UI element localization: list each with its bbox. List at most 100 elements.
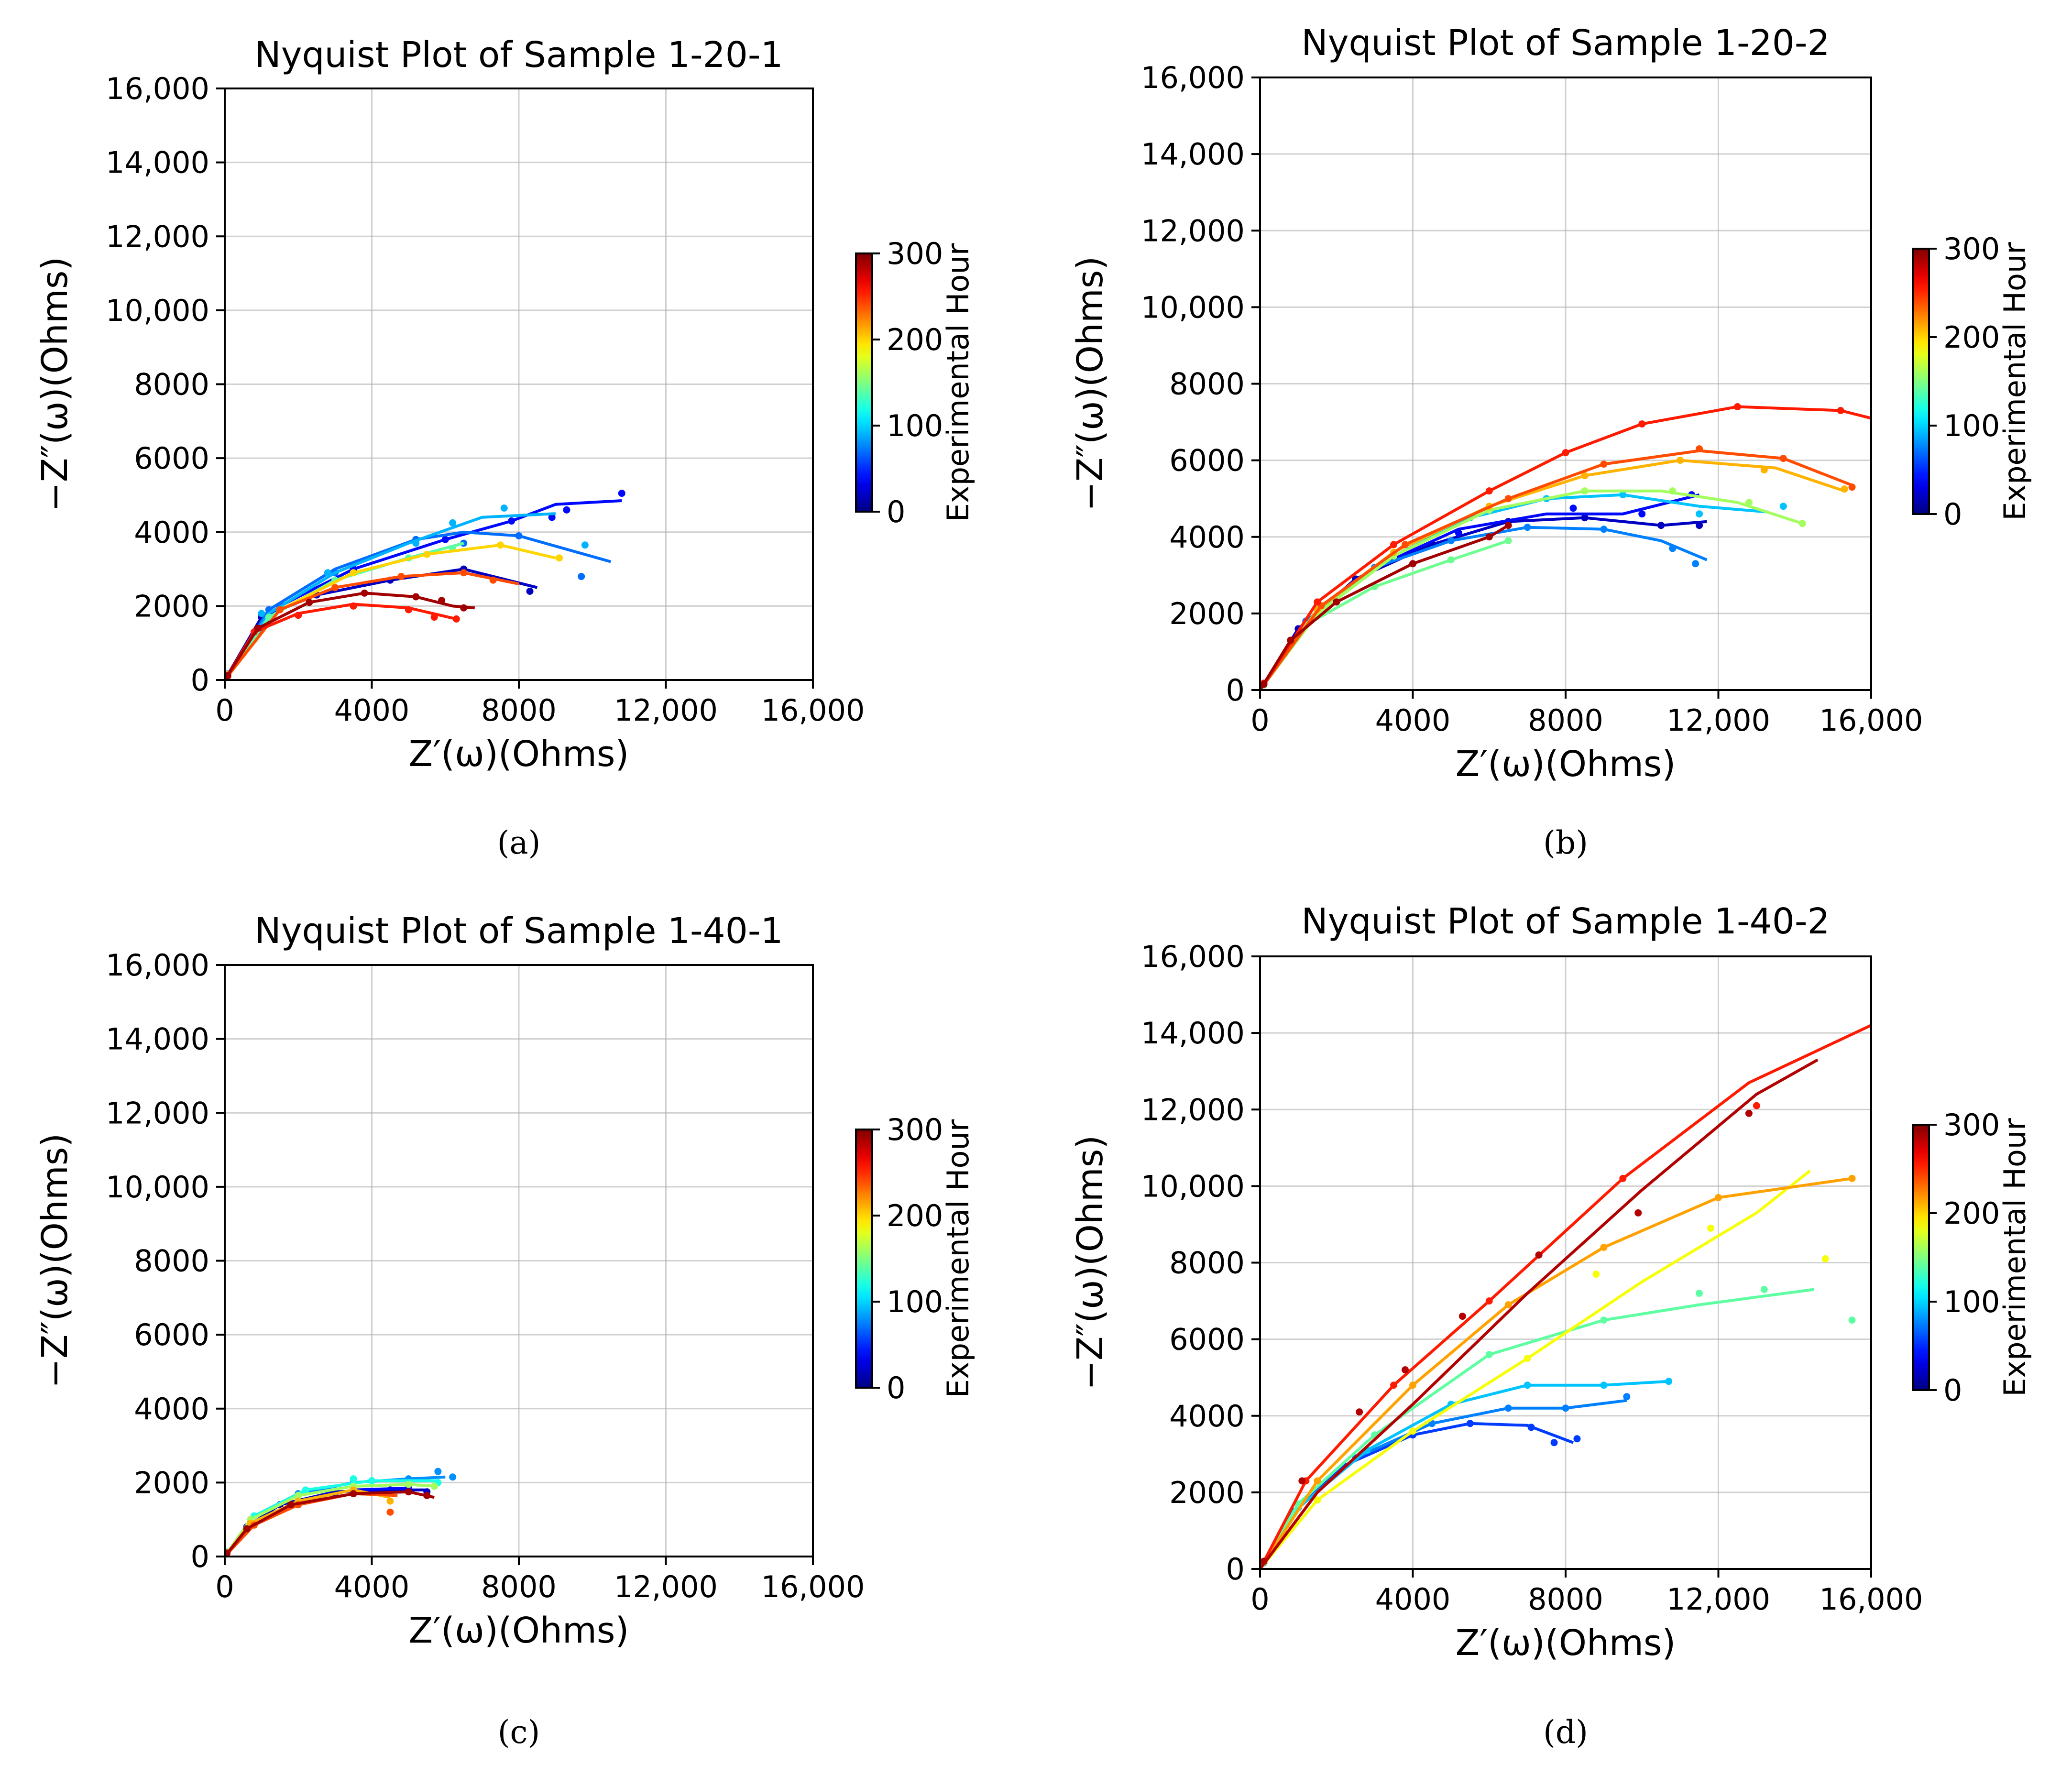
data-point	[489, 576, 497, 584]
data-point	[1841, 485, 1848, 493]
y-tick-label: 8000	[1169, 1246, 1245, 1281]
y-tick-label: 4000	[1169, 1399, 1245, 1434]
y-tick-label: 2000	[134, 1465, 209, 1500]
data-point	[1402, 1366, 1409, 1374]
data-point	[295, 612, 302, 619]
y-tick-label: 4000	[134, 1392, 209, 1426]
x-tick-label: 12,000	[614, 1569, 718, 1604]
data-point	[1390, 541, 1398, 548]
series-fit-line	[1260, 459, 1845, 690]
colorbar	[1912, 1124, 1930, 1391]
colorbar-tick-label: 100	[1943, 408, 2000, 443]
colorbar-tick-label: 100	[887, 408, 943, 443]
data-point	[1848, 1174, 1856, 1182]
data-point	[1402, 541, 1409, 548]
data-point	[1696, 510, 1703, 518]
series-fit-line	[225, 512, 556, 680]
data-point	[1733, 403, 1741, 411]
y-tick-label: 14,000	[1141, 1016, 1245, 1051]
y-tick-label: 10,000	[1141, 290, 1245, 325]
data-point	[1600, 1243, 1608, 1251]
x-tick-label: 0	[215, 693, 234, 728]
data-point	[1696, 522, 1703, 529]
data-point	[258, 610, 265, 617]
data-point	[1409, 1381, 1416, 1389]
colorbar	[855, 1129, 873, 1389]
data-point	[1837, 407, 1844, 415]
y-tick-label: 10,000	[106, 1170, 209, 1205]
data-point	[423, 550, 431, 558]
data-point	[412, 539, 420, 547]
x-tick-label: 0	[215, 1569, 234, 1604]
chart-title: Nyquist Plot of Sample 1-40-1	[254, 910, 783, 952]
data-point	[1745, 1109, 1753, 1117]
data-point	[1314, 598, 1321, 606]
data-point	[581, 541, 589, 549]
series-fit-line	[1260, 1169, 1811, 1569]
colorbar-tick-label: 200	[887, 1198, 943, 1233]
series-group	[225, 490, 625, 680]
data-point	[254, 625, 262, 632]
data-point	[386, 1508, 394, 1516]
data-point	[1527, 1424, 1535, 1431]
data-point	[1550, 1439, 1558, 1447]
colorbar-tick-label: 100	[1943, 1284, 2000, 1319]
series-fit-line	[225, 499, 622, 680]
data-point	[1504, 1301, 1512, 1309]
panel-a: 0 4000 8000 12,000 16,0000200040006000800010…	[34, 34, 976, 861]
y-tick-label: 8000	[1169, 367, 1245, 402]
data-point	[243, 1525, 251, 1533]
data-point	[430, 1482, 438, 1490]
data-point	[1458, 1313, 1466, 1320]
data-point	[1573, 1435, 1581, 1443]
data-point	[526, 587, 534, 595]
data-point	[1581, 487, 1589, 495]
data-point	[1696, 1290, 1703, 1297]
data-point	[1314, 1477, 1321, 1485]
colorbar-tick-label: 200	[1943, 1196, 2000, 1231]
data-point	[1692, 560, 1699, 568]
data-point	[1524, 1381, 1531, 1389]
data-point	[368, 1477, 375, 1485]
data-point	[1447, 537, 1455, 545]
panel-label: (d)	[1543, 1714, 1588, 1751]
data-point	[1669, 487, 1677, 495]
data-point	[405, 1480, 412, 1488]
data-point	[1485, 1297, 1493, 1305]
series-fit-line	[225, 1490, 435, 1557]
data-point	[1619, 1174, 1627, 1182]
data-point	[225, 1549, 231, 1557]
colorbar	[1912, 248, 1930, 515]
x-tick-label: 16,000	[1820, 1582, 1923, 1617]
data-point	[1581, 514, 1589, 522]
data-point	[556, 554, 563, 562]
data-point	[508, 517, 515, 525]
data-point	[1504, 495, 1512, 503]
data-point	[324, 569, 331, 577]
data-point	[1504, 537, 1512, 545]
data-point	[1260, 680, 1268, 688]
series-group	[1260, 403, 1871, 690]
series-fit-line	[1260, 489, 1803, 690]
data-point	[1619, 491, 1627, 499]
y-tick-label: 6000	[134, 441, 209, 476]
x-tick-label: 0	[1250, 703, 1269, 738]
y-tick-label: 14,000	[106, 1022, 209, 1057]
y-tick-label: 6000	[134, 1317, 209, 1352]
colorbar-tick-label: 300	[1943, 1107, 2000, 1142]
data-point	[1333, 598, 1340, 606]
y-tick-label: 12,000	[1141, 1092, 1245, 1127]
data-point	[548, 514, 556, 521]
colorbar-tick-label: 100	[887, 1284, 943, 1319]
data-point	[287, 1501, 295, 1509]
y-tick-label: 8000	[134, 1244, 209, 1279]
data-point	[1657, 522, 1665, 529]
data-point	[350, 1475, 357, 1483]
data-point	[1677, 457, 1684, 464]
data-point	[1356, 1408, 1363, 1416]
colorbar-tick-label: 0	[1943, 497, 1962, 532]
data-point	[1390, 1381, 1398, 1389]
x-tick-label: 16,000	[761, 1569, 865, 1604]
panel-label: (a)	[497, 824, 541, 861]
data-point	[1287, 636, 1294, 644]
